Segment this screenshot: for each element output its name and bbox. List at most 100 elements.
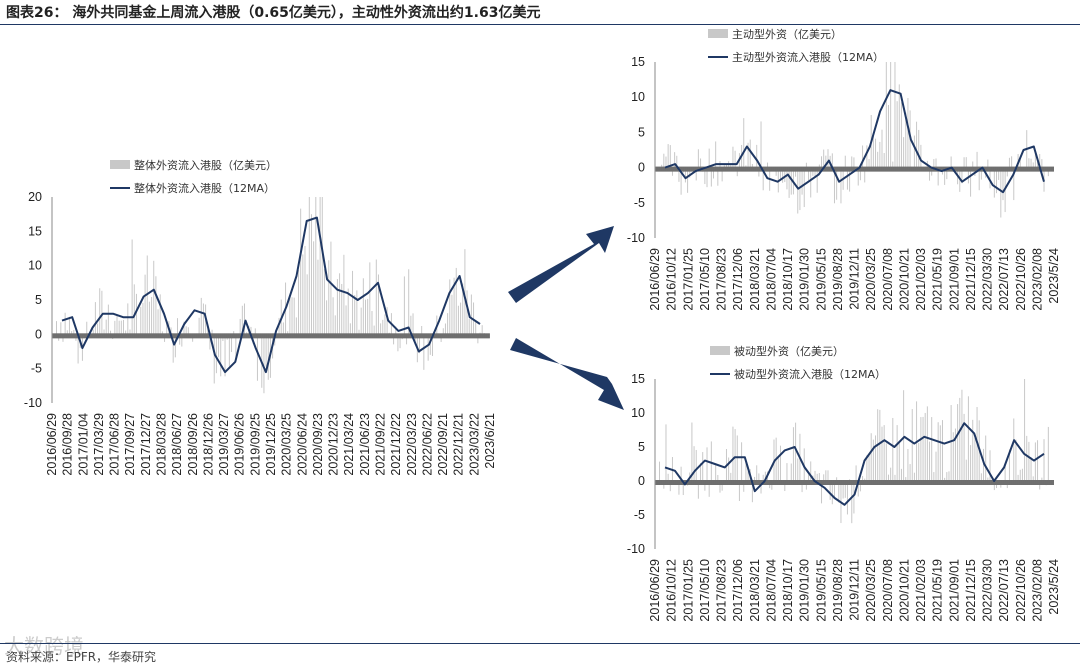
flow-bar: [406, 334, 408, 345]
flow-bar: [122, 319, 124, 335]
flow-bar: [795, 422, 797, 481]
flow-bar: [980, 473, 982, 481]
flow-bar: [71, 331, 73, 335]
flow-bar: [246, 332, 248, 335]
y-tick-label: 5: [35, 293, 42, 307]
flow-bar: [682, 481, 684, 496]
flow-bar: [751, 163, 753, 168]
flow-bar: [56, 321, 57, 335]
x-tick-label: 2018/09/26: [186, 413, 200, 476]
y-tick-label: 5: [638, 125, 645, 139]
flow-bar: [293, 297, 295, 335]
flow-bar: [931, 417, 933, 481]
flow-bar: [319, 197, 321, 335]
flow-bar: [937, 167, 939, 186]
flow-bar: [896, 101, 898, 168]
flow-bar: [349, 323, 351, 335]
flow-bar: [952, 432, 954, 481]
flow-bar: [684, 167, 686, 183]
flow-bar: [875, 138, 877, 168]
flow-bar: [220, 334, 222, 377]
flow-bar: [700, 463, 702, 481]
flow-bar: [786, 167, 788, 190]
flow-bar: [449, 279, 451, 335]
flow-bar: [721, 167, 723, 182]
flow-bar: [1017, 474, 1019, 481]
flow-bar: [460, 302, 462, 335]
flow-bar: [73, 329, 75, 335]
zero-axis-band: [655, 166, 1054, 172]
x-tick-label: 2019/12/25: [264, 413, 278, 476]
flow-bar: [263, 334, 265, 394]
flow-bar: [403, 276, 405, 335]
flow-bar: [343, 254, 345, 335]
flow-bar: [812, 167, 814, 176]
flow-bar: [213, 334, 215, 384]
flow-bar: [745, 459, 747, 481]
flow-bar: [913, 472, 915, 481]
flow-bar: [1015, 439, 1017, 481]
flow-bar: [185, 326, 187, 335]
x-tick-label: 2018/07/04: [764, 559, 778, 622]
flow-bar: [224, 334, 226, 377]
flow-bar: [792, 427, 794, 481]
x-tick-label: 2019/08/28: [831, 559, 845, 622]
flow-bar: [782, 167, 784, 183]
flow-bar: [998, 167, 1000, 180]
flow-bar: [855, 465, 857, 481]
flow-bar: [1034, 442, 1036, 481]
flow-bar: [898, 442, 900, 481]
flow-bar: [883, 153, 885, 168]
flow-bar: [823, 474, 825, 481]
flow-bar: [728, 457, 730, 481]
flow-bar: [455, 267, 457, 335]
flow-bar: [808, 474, 810, 481]
flow-bar: [373, 325, 375, 335]
flow-bar: [732, 426, 734, 481]
x-tick-label: 2022/10/26: [1014, 248, 1028, 311]
flow-bar: [983, 448, 985, 481]
flow-bar: [1041, 477, 1043, 481]
x-tick-label: 2019/08/28: [831, 248, 845, 311]
y-tick-label: -10: [627, 542, 645, 556]
x-tick-label: 2018/03/21: [748, 559, 762, 622]
y-tick-label: 20: [28, 190, 42, 204]
flow-bar: [970, 445, 972, 481]
flow-bar: [77, 334, 79, 364]
flow-bar: [421, 325, 423, 335]
flow-bar: [911, 409, 913, 481]
flow-bar: [695, 167, 697, 181]
y-tick-label: 10: [631, 90, 645, 104]
flow-bar: [736, 435, 738, 481]
legend-bar-swatch: [110, 160, 130, 169]
flow-bar: [308, 197, 310, 335]
flow-bar: [907, 98, 909, 168]
flow-bar: [228, 334, 230, 367]
flow-bar: [151, 297, 153, 335]
flow-bar: [779, 445, 781, 481]
flow-bar: [715, 465, 717, 481]
flow-bar: [1037, 161, 1039, 168]
x-tick-label: 2016/09/28: [61, 413, 75, 476]
flow-bar: [1019, 156, 1021, 168]
flow-bar: [877, 151, 879, 168]
flow-bar: [466, 290, 468, 335]
flow-bar: [1024, 379, 1026, 481]
flow-bar: [730, 164, 732, 168]
flow-bar: [723, 165, 725, 168]
x-tick-label: 2021/12/22: [389, 413, 403, 476]
flow-bar: [950, 405, 952, 481]
x-tick-label: 2022/07/13: [997, 248, 1011, 311]
flow-bar: [161, 331, 163, 335]
flow-bar: [935, 158, 937, 168]
flow-bar: [1002, 167, 1004, 201]
flow-bar: [821, 481, 823, 504]
flow-bar: [118, 320, 120, 335]
flow-bar: [944, 477, 946, 481]
flow-bar: [380, 323, 382, 335]
flow-bar: [972, 161, 974, 168]
x-tick-label: 2018/10/17: [781, 248, 795, 311]
flow-bar: [157, 309, 159, 335]
legend-label-bars: 主动型外资（亿美元）: [732, 27, 842, 41]
